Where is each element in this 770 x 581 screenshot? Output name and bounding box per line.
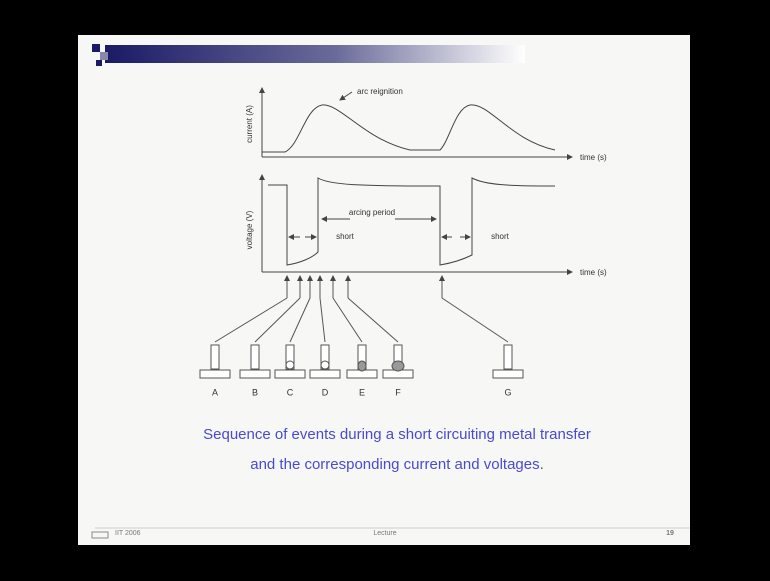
electrode: [503, 344, 513, 370]
event-label: D: [322, 387, 329, 397]
slide: [78, 35, 690, 545]
event-label: G: [504, 387, 511, 397]
workpiece: [239, 369, 271, 379]
pointer-line: [289, 297, 311, 343]
droplet: [320, 360, 330, 370]
pointer-line: [332, 297, 363, 343]
droplet: [357, 360, 367, 372]
pointer-line: [347, 297, 399, 343]
pointer-line: [441, 297, 509, 343]
label: current (A): [245, 105, 254, 143]
header-square: [100, 52, 108, 60]
event-label: F: [395, 387, 401, 397]
workpiece: [492, 369, 524, 379]
events: A B C D E F G: [199, 275, 524, 397]
pointer-line: [254, 297, 301, 343]
label: time (s): [580, 268, 607, 277]
pointer-line: [214, 297, 288, 343]
workpiece: [199, 369, 231, 379]
label: arcing period: [349, 208, 395, 217]
pointer: [339, 91, 353, 101]
label: short: [491, 232, 510, 241]
footer-left: IIT 2006: [115, 530, 141, 537]
footer-logo: [91, 531, 109, 539]
electrode: [250, 344, 260, 370]
workpiece: [309, 369, 341, 379]
electrode: [210, 344, 220, 370]
droplet: [285, 360, 295, 370]
caption-line: and the corresponding current and voltag…: [250, 456, 544, 473]
page-number: 19: [666, 530, 674, 537]
label: time (s): [580, 153, 607, 162]
current-curve: [262, 104, 556, 153]
event-label: B: [252, 387, 258, 397]
current-plot: arc reignition current (A) time (s): [245, 87, 607, 162]
voltage-plot: arcing period short short voltage (V) ti…: [245, 174, 607, 277]
event-label: C: [287, 387, 294, 397]
label: short: [336, 232, 355, 241]
event-label: A: [212, 387, 218, 397]
label: voltage (V): [245, 210, 254, 249]
droplet: [391, 360, 405, 372]
caption-line: Sequence of events during a short circui…: [203, 426, 591, 443]
footer-center: Lecture: [373, 530, 396, 537]
workpiece: [274, 369, 306, 379]
event-label: E: [359, 387, 365, 397]
header-square: [96, 60, 102, 66]
voltage-curve: [268, 177, 556, 266]
header-square: [92, 44, 100, 52]
header-bar: [105, 45, 525, 63]
pointer-line: [319, 297, 326, 343]
label: arc reignition: [357, 87, 403, 96]
